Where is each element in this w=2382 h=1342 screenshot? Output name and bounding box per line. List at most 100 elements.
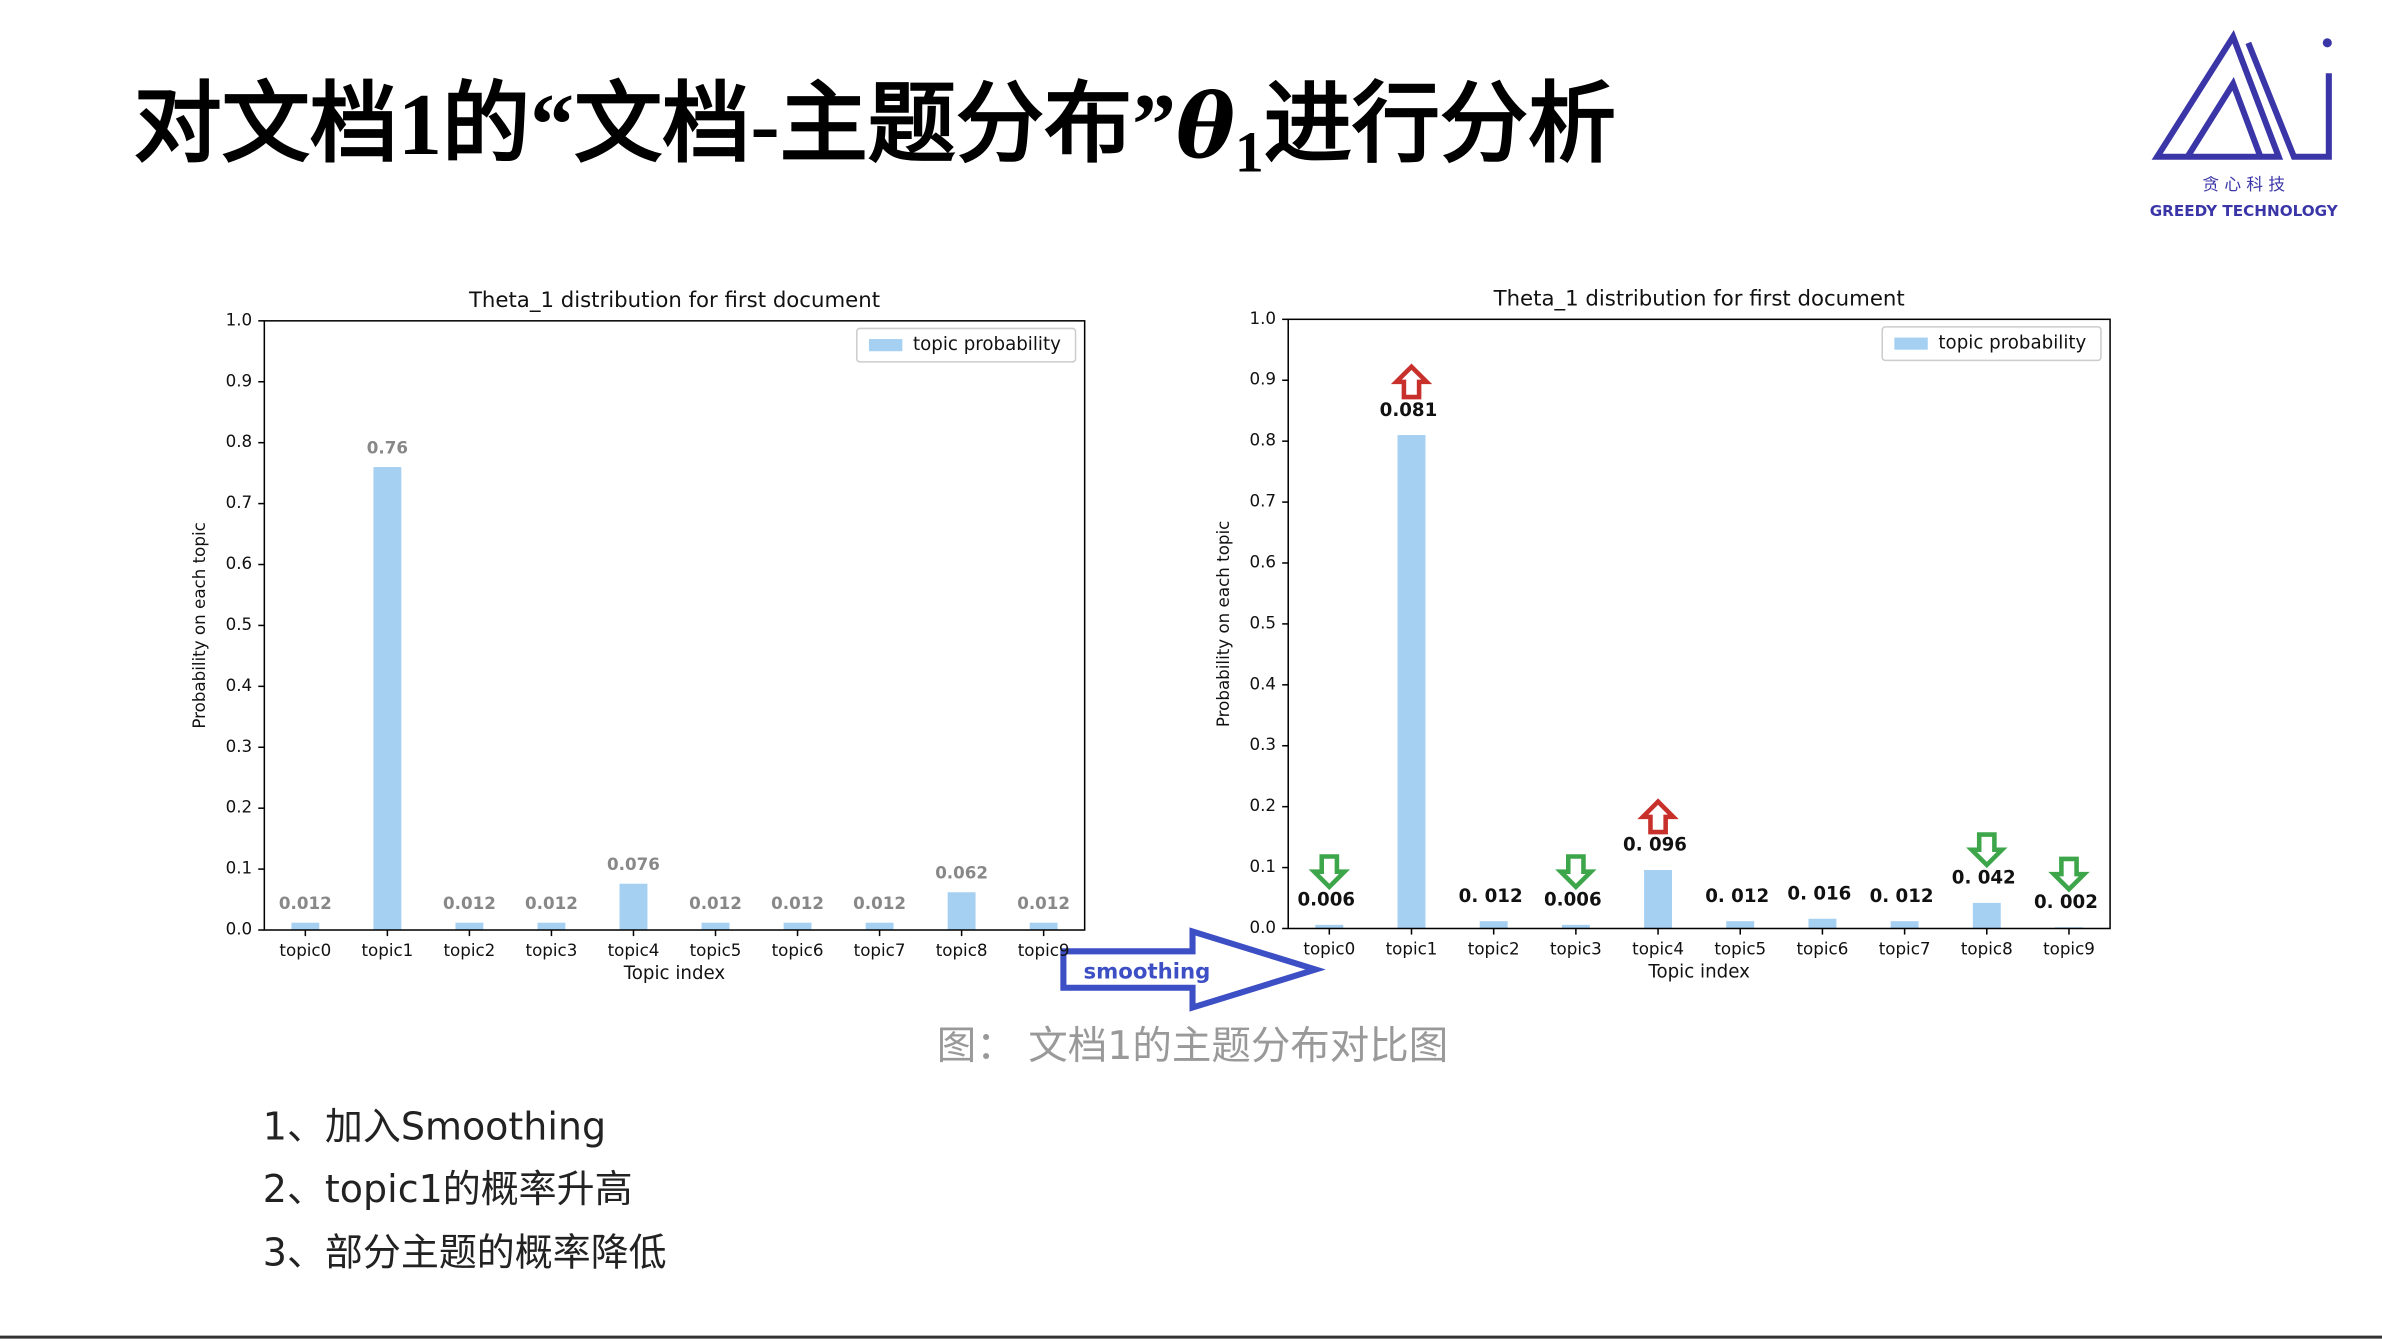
- y-tick-label: 0.6: [1249, 551, 1276, 571]
- smoothing-arrow: smoothing: [1060, 927, 1326, 1012]
- legend-swatch: [1894, 337, 1928, 350]
- y-tick-label: 0.2: [1249, 795, 1276, 815]
- arrow-shape: [1060, 927, 1326, 1012]
- bar-annotation: 0. 012: [1459, 886, 1523, 907]
- chart-title: Theta_1 distribution for first document: [1493, 287, 1905, 312]
- bar: [1890, 921, 1919, 929]
- y-tick-label: 0.7: [226, 492, 253, 512]
- arrow-label: smoothing: [1083, 960, 1210, 985]
- bullet: 3、部分主题的概率降低: [263, 1231, 667, 1275]
- y-tick-label: 0.0: [1249, 917, 1276, 937]
- title-text: 对文档1的“文档-主题分布”: [134, 76, 1176, 174]
- bullet: 2、topic1的概率升高: [263, 1167, 633, 1211]
- bar-annotation: 0. 096: [1623, 835, 1687, 856]
- x-tick-label: topic3: [1550, 938, 1602, 958]
- bar: [373, 467, 402, 931]
- logo-dot: [2322, 38, 2332, 48]
- x-tick-label: topic7: [854, 940, 906, 960]
- bar-annotation: 0. 012: [1705, 886, 1769, 907]
- x-tick-label: topic2: [1468, 938, 1520, 958]
- bar: [1479, 921, 1508, 929]
- bar: [1315, 924, 1344, 929]
- logo: 贪 心 科 技 GREEDY TECHNOLOGY: [2150, 30, 2339, 220]
- y-tick-label: 0.5: [226, 614, 253, 634]
- x-tick-label: topic4: [1632, 938, 1684, 958]
- x-tick-label: topic0: [279, 940, 331, 960]
- y-tick-label: 0.8: [1249, 430, 1276, 450]
- bar-value-label: 0.076: [607, 854, 660, 874]
- y-tick-label: 0.1: [1249, 856, 1276, 876]
- y-tick-label: 0.4: [226, 675, 253, 695]
- y-tick-label: 0.3: [1249, 734, 1276, 754]
- y-tick-label: 0.7: [1249, 491, 1276, 511]
- bar: [619, 883, 648, 931]
- bar: [455, 922, 484, 931]
- up-arrow: [1390, 363, 1433, 400]
- bar-annotation: 0.006: [1544, 890, 1602, 911]
- y-tick-label: 1.0: [1249, 308, 1276, 328]
- bar-value-label: 0.012: [443, 893, 496, 913]
- y-axis-label: Probability on each topic: [1213, 521, 1233, 728]
- y-tick-label: 0.9: [226, 370, 253, 390]
- x-tick-label: topic6: [772, 940, 824, 960]
- x-tick-label: topic1: [1386, 938, 1438, 958]
- bullet: 1、加入Smoothing: [263, 1105, 606, 1149]
- bar-value-label: 0.012: [525, 893, 578, 913]
- x-tick-label: topic3: [526, 940, 578, 960]
- bar: [291, 922, 320, 931]
- logo-shape: [2151, 30, 2284, 160]
- bar: [1726, 921, 1755, 929]
- x-tick-label: topic5: [690, 940, 742, 960]
- bar-annotation: 0.006: [1297, 890, 1355, 911]
- y-tick-label: 0.1: [226, 858, 253, 878]
- plot-frame: [1287, 318, 2111, 930]
- y-tick-label: 0.3: [226, 736, 253, 756]
- bar-annotation: 0.081: [1380, 400, 1438, 421]
- down-arrow: [2048, 856, 2090, 893]
- down-arrow: [1308, 854, 1351, 891]
- legend-label: topic probability: [1938, 333, 2086, 354]
- title-text: 进行分析: [1264, 76, 1616, 174]
- legend-swatch: [868, 339, 903, 352]
- plot-frame: [263, 320, 1086, 931]
- logo-english: GREEDY TECHNOLOGY: [2150, 202, 2339, 220]
- x-tick-label: topic7: [1879, 938, 1931, 958]
- x-tick-label: topic8: [1961, 938, 2013, 958]
- y-tick-label: 1.0: [226, 309, 253, 329]
- bar: [701, 922, 730, 931]
- x-tick-label: topic5: [1714, 938, 1766, 958]
- legend-box: [1881, 326, 2102, 362]
- bar: [947, 892, 976, 931]
- title-symbol: θ: [1176, 74, 1235, 178]
- y-tick-label: 0.0: [226, 919, 253, 939]
- figure-caption: 图： 文档1的主题分布对比图: [937, 1023, 1448, 1069]
- down-arrow: [1966, 832, 2008, 869]
- bar-value-label: 0.012: [853, 893, 906, 913]
- logo-shape: [2245, 41, 2332, 160]
- y-tick-label: 0.6: [226, 553, 253, 573]
- bar-value-label: 0.012: [279, 893, 332, 913]
- chart-title: Theta_1 distribution for first document: [468, 288, 880, 313]
- down-arrow: [1555, 854, 1597, 891]
- x-axis-label: Topic index: [623, 963, 726, 984]
- bar-value-label: 0.012: [689, 893, 742, 913]
- bar: [865, 922, 894, 931]
- y-tick-label: 0.8: [226, 431, 253, 451]
- bar: [1972, 902, 2001, 929]
- bar-annotation: 0. 016: [1787, 883, 1851, 904]
- bar: [537, 922, 566, 931]
- slide-title: 对文档1的“文档-主题分布”θ1进行分析: [134, 74, 1616, 185]
- bar-value-label: 0.012: [1017, 893, 1070, 913]
- y-tick-label: 0.5: [1249, 612, 1276, 632]
- legend-label: topic probability: [913, 334, 1061, 355]
- x-tick-label: topic1: [361, 940, 413, 960]
- bar: [1029, 922, 1058, 931]
- bar-annotation: 0. 002: [2034, 892, 2098, 913]
- bar: [1644, 870, 1673, 929]
- bar-value-label: 0.012: [771, 893, 824, 913]
- x-axis-label: Topic index: [1647, 962, 1750, 983]
- bar-value-label: 0.062: [935, 863, 988, 883]
- y-tick-label: 0.4: [1249, 673, 1276, 693]
- bar-annotation: 0. 042: [1952, 868, 2016, 889]
- y-axis-label: Probability on each topic: [189, 522, 209, 729]
